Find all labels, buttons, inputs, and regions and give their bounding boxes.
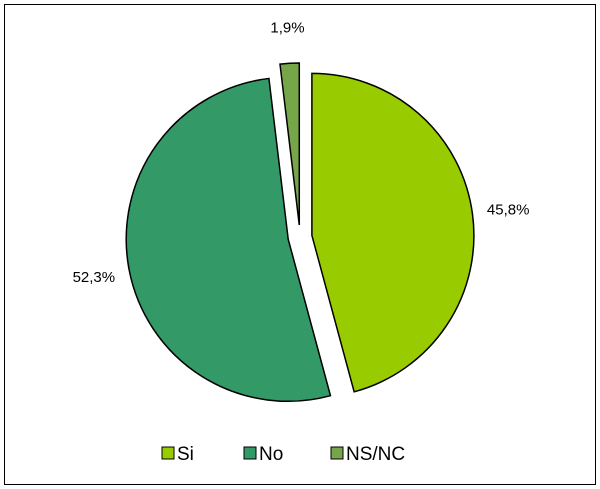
legend-label-ns-nc: NS/NC xyxy=(346,444,405,465)
legend-swatch-si xyxy=(161,446,175,460)
data-label-no: 52,3% xyxy=(73,269,116,286)
data-label-ns-nc: 1,9% xyxy=(270,19,304,36)
pie-slice-ns-nc xyxy=(279,62,301,226)
legend-label-no: No xyxy=(259,444,283,465)
pie-slice-no xyxy=(125,77,332,403)
legend-swatch-no xyxy=(243,446,257,460)
legend-swatch-ns-nc xyxy=(330,446,344,460)
legend-label-si: Si xyxy=(177,444,194,465)
data-labels: 45,8% 52,3% 1,9% xyxy=(73,19,530,286)
pie-slices xyxy=(125,62,475,403)
pie-slice-si xyxy=(311,72,475,393)
legend: Si No NS/NC xyxy=(161,444,405,465)
data-label-si: 45,8% xyxy=(487,201,530,218)
